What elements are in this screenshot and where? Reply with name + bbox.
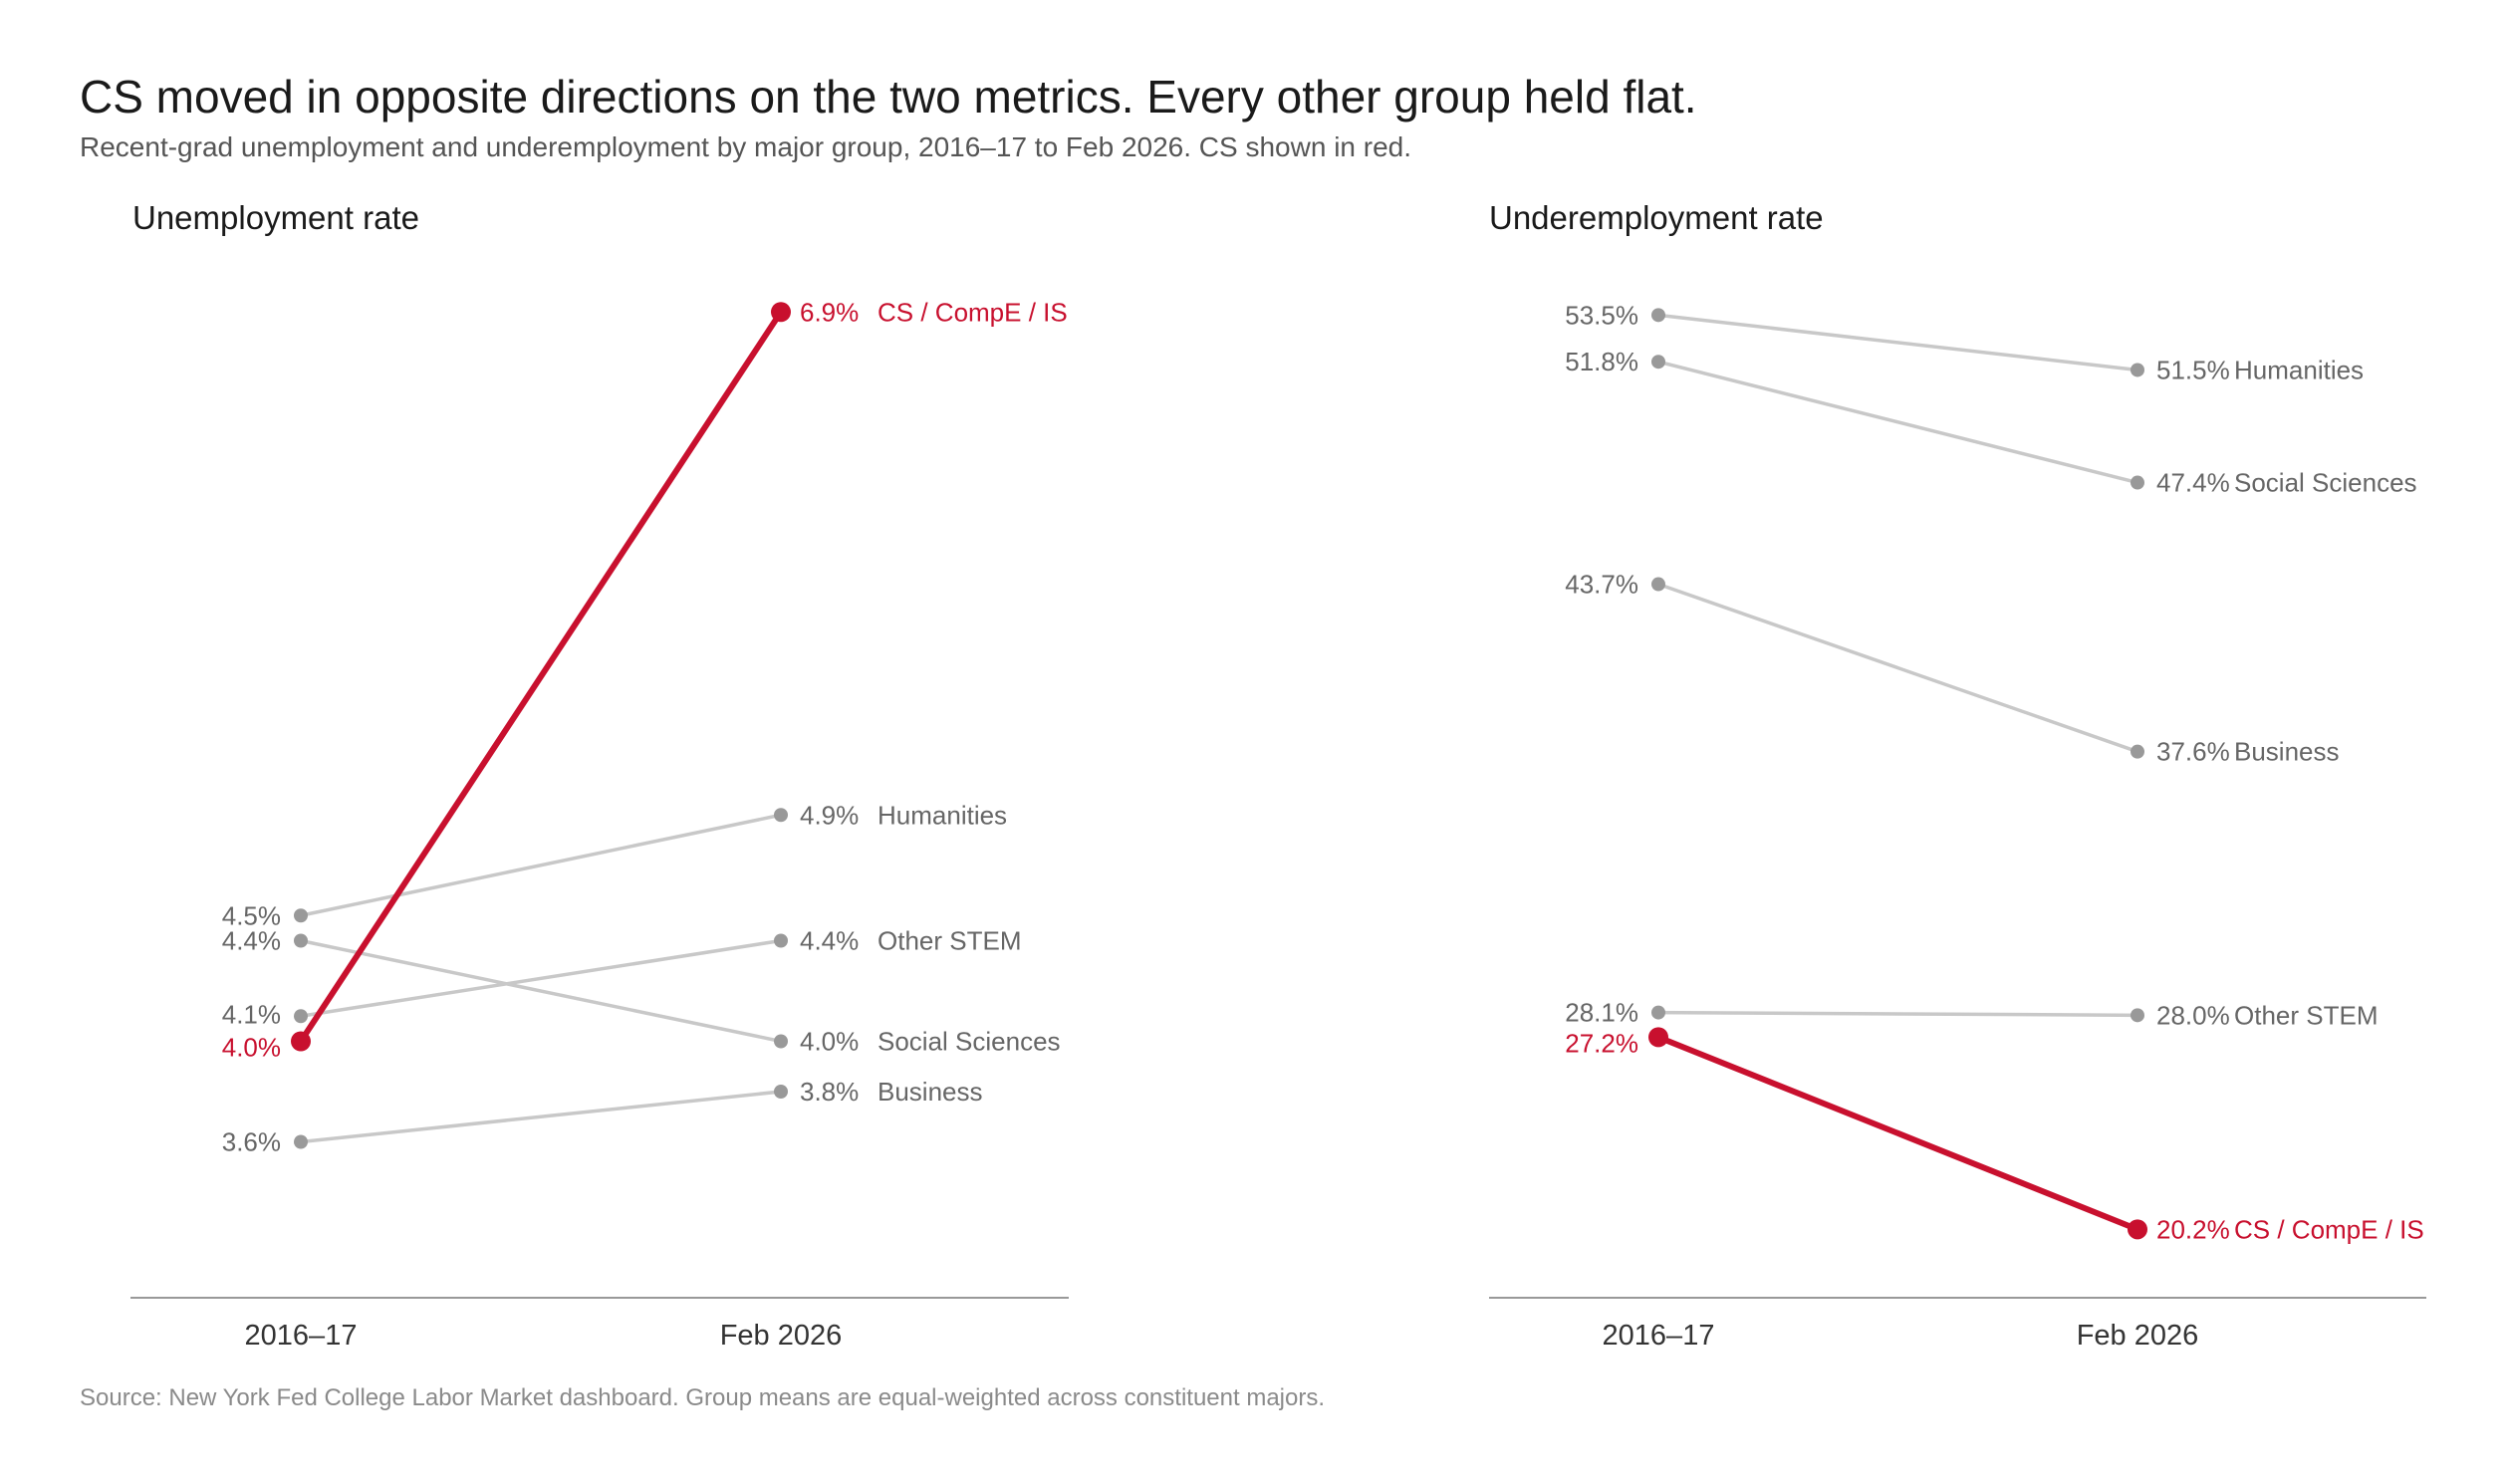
start-value-label: 3.6% [222, 1127, 281, 1157]
end-value-label: 4.9% [800, 800, 859, 830]
series-line [298, 309, 784, 1045]
start-value-label: 4.0% [222, 1033, 281, 1063]
end-point [2131, 475, 2144, 490]
start-value-label: 51.8% [1565, 347, 1638, 376]
series-name-label: Humanities [878, 800, 1007, 830]
series-line [1656, 360, 2139, 485]
start-point [1651, 577, 1665, 592]
series-other-stem: 4.1% 4.4% Other STEM [222, 926, 1022, 1030]
start-point [1651, 1005, 1665, 1020]
end-point [771, 302, 791, 323]
end-point [2131, 363, 2144, 377]
series-social-sciences: 51.8% 47.4% Social Sciences [1565, 347, 2416, 497]
end-point [774, 1034, 788, 1049]
end-value-label: 4.0% [800, 1027, 859, 1057]
panel-unemployment-rate: Unemployment rate 2016–17 Feb 2026 4.5% 4.9%… [130, 199, 1069, 1352]
x-tick-label: Feb 2026 [720, 1320, 843, 1352]
start-point [1648, 1027, 1668, 1048]
start-value-label: 4.5% [222, 900, 281, 930]
chart-subtitle: Recent-grad unemployment and underemploy… [80, 131, 1412, 162]
end-value-label: 3.8% [800, 1077, 859, 1107]
panel-title: Underemployment rate [1489, 199, 1824, 236]
start-point [1651, 355, 1665, 370]
end-value-label: 37.6% [2156, 737, 2230, 767]
series-other-stem: 28.1% 28.0% Other STEM [1565, 998, 2378, 1031]
chart-title: CS moved in opposite directions on the t… [80, 71, 1697, 123]
series-humanities: 53.5% 51.5% Humanities [1565, 300, 2364, 384]
end-value-label: 20.2% [2156, 1214, 2230, 1244]
series-cs-compe-is: 4.0% 6.9% CS / CompE / IS [222, 297, 1068, 1062]
series-line [299, 1090, 783, 1144]
x-tick-label: Feb 2026 [2077, 1320, 2199, 1352]
series-social-sciences: 4.4% 4.0% Social Sciences [222, 926, 1061, 1057]
series-line [1655, 1034, 2140, 1233]
end-value-label: 6.9% [800, 297, 859, 327]
series-business: 3.6% 3.8% Business [222, 1077, 983, 1157]
end-point [2131, 1008, 2144, 1023]
series-name-label: Other STEM [878, 926, 1021, 956]
series-business: 43.7% 37.6% Business [1565, 570, 2339, 767]
start-point [294, 908, 308, 923]
series-cs-compe-is: 27.2% 20.2% CS / CompE / IS [1565, 1027, 2424, 1244]
end-value-label: 51.5% [2156, 355, 2230, 384]
panel-underemployment-rate: Underemployment rate 2016–17 Feb 2026 53.5%… [1489, 199, 2426, 1352]
series-line [299, 938, 783, 1018]
start-point [291, 1031, 311, 1052]
series-name-label: Other STEM [2234, 1000, 2378, 1030]
start-point [294, 933, 308, 948]
series-line [1656, 313, 2139, 372]
end-point [774, 933, 788, 948]
end-point [2128, 1219, 2147, 1240]
series-name-label: CS / CompE / IS [878, 297, 1068, 327]
end-value-label: 4.4% [800, 926, 859, 956]
start-point [294, 1134, 308, 1149]
panel-title: Unemployment rate [132, 199, 419, 236]
start-value-label: 4.1% [222, 999, 281, 1029]
start-value-label: 53.5% [1565, 300, 1638, 330]
x-tick-label: 2016–17 [245, 1320, 358, 1352]
series-line [299, 813, 783, 917]
series-line [1656, 582, 2139, 754]
x-tick-label: 2016–17 [1603, 1320, 1715, 1352]
series-humanities: 4.5% 4.9% Humanities [222, 800, 1007, 930]
series-name-label: Social Sciences [878, 1027, 1061, 1057]
start-value-label: 4.4% [222, 926, 281, 956]
source-note: Source: New York Fed College Labor Marke… [80, 1384, 1326, 1411]
start-value-label: 27.2% [1565, 1028, 1638, 1058]
series-line [299, 938, 783, 1044]
series-name-label: Humanities [2234, 355, 2364, 384]
start-point [294, 1009, 308, 1024]
start-value-label: 28.1% [1565, 998, 1638, 1028]
end-value-label: 28.0% [2156, 1000, 2230, 1030]
series-line [1656, 1010, 2139, 1018]
end-point [774, 1085, 788, 1099]
end-point [2131, 744, 2144, 759]
series-name-label: Social Sciences [2234, 468, 2417, 498]
end-point [774, 808, 788, 823]
start-point [1651, 308, 1665, 323]
series-name-label: Business [878, 1077, 983, 1107]
series-name-label: Business [2234, 737, 2340, 767]
end-value-label: 47.4% [2156, 468, 2230, 498]
series-name-label: CS / CompE / IS [2234, 1214, 2424, 1244]
start-value-label: 43.7% [1565, 570, 1638, 600]
